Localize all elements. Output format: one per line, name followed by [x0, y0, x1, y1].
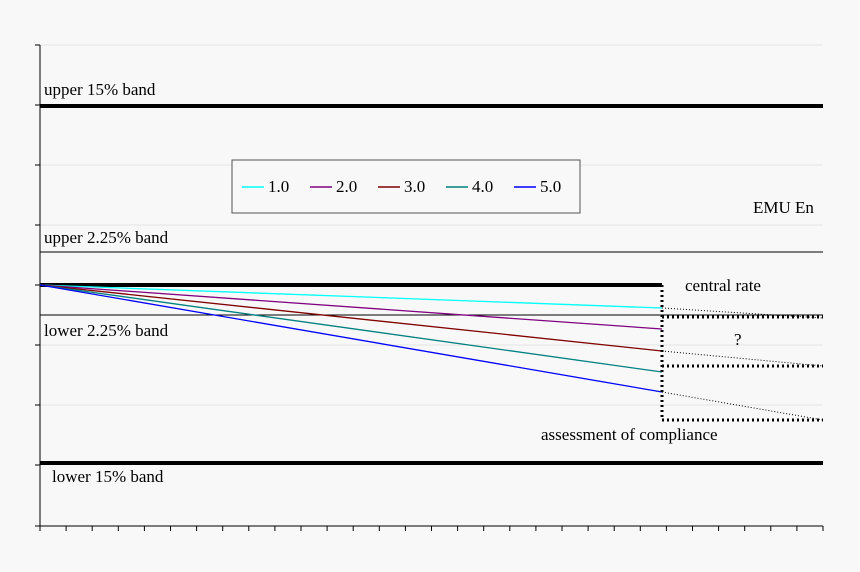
legend-label: 1.0	[268, 177, 289, 196]
legend-label: 2.0	[336, 177, 357, 196]
legend-label: 5.0	[540, 177, 561, 196]
label: central rate	[685, 276, 761, 295]
path-line	[39, 284, 663, 330]
path-line	[39, 284, 663, 309]
legend-label: 3.0	[404, 177, 425, 196]
label: lower 15% band	[52, 467, 164, 486]
paths	[39, 284, 663, 393]
legend-label: 4.0	[472, 177, 493, 196]
label: EMU En	[753, 198, 814, 217]
label: upper 2.25% band	[44, 228, 169, 247]
path-line	[39, 284, 663, 393]
path-line	[39, 284, 663, 373]
path-line	[39, 284, 663, 352]
label: upper 15% band	[44, 80, 156, 99]
label: lower 2.25% band	[44, 321, 169, 340]
ticks	[35, 44, 824, 531]
label: assessment of compliance	[541, 425, 718, 444]
legend: 1.0 2.0 3.0 4.0 5.0	[242, 177, 561, 196]
projection	[660, 285, 824, 422]
label: ?	[734, 330, 742, 349]
